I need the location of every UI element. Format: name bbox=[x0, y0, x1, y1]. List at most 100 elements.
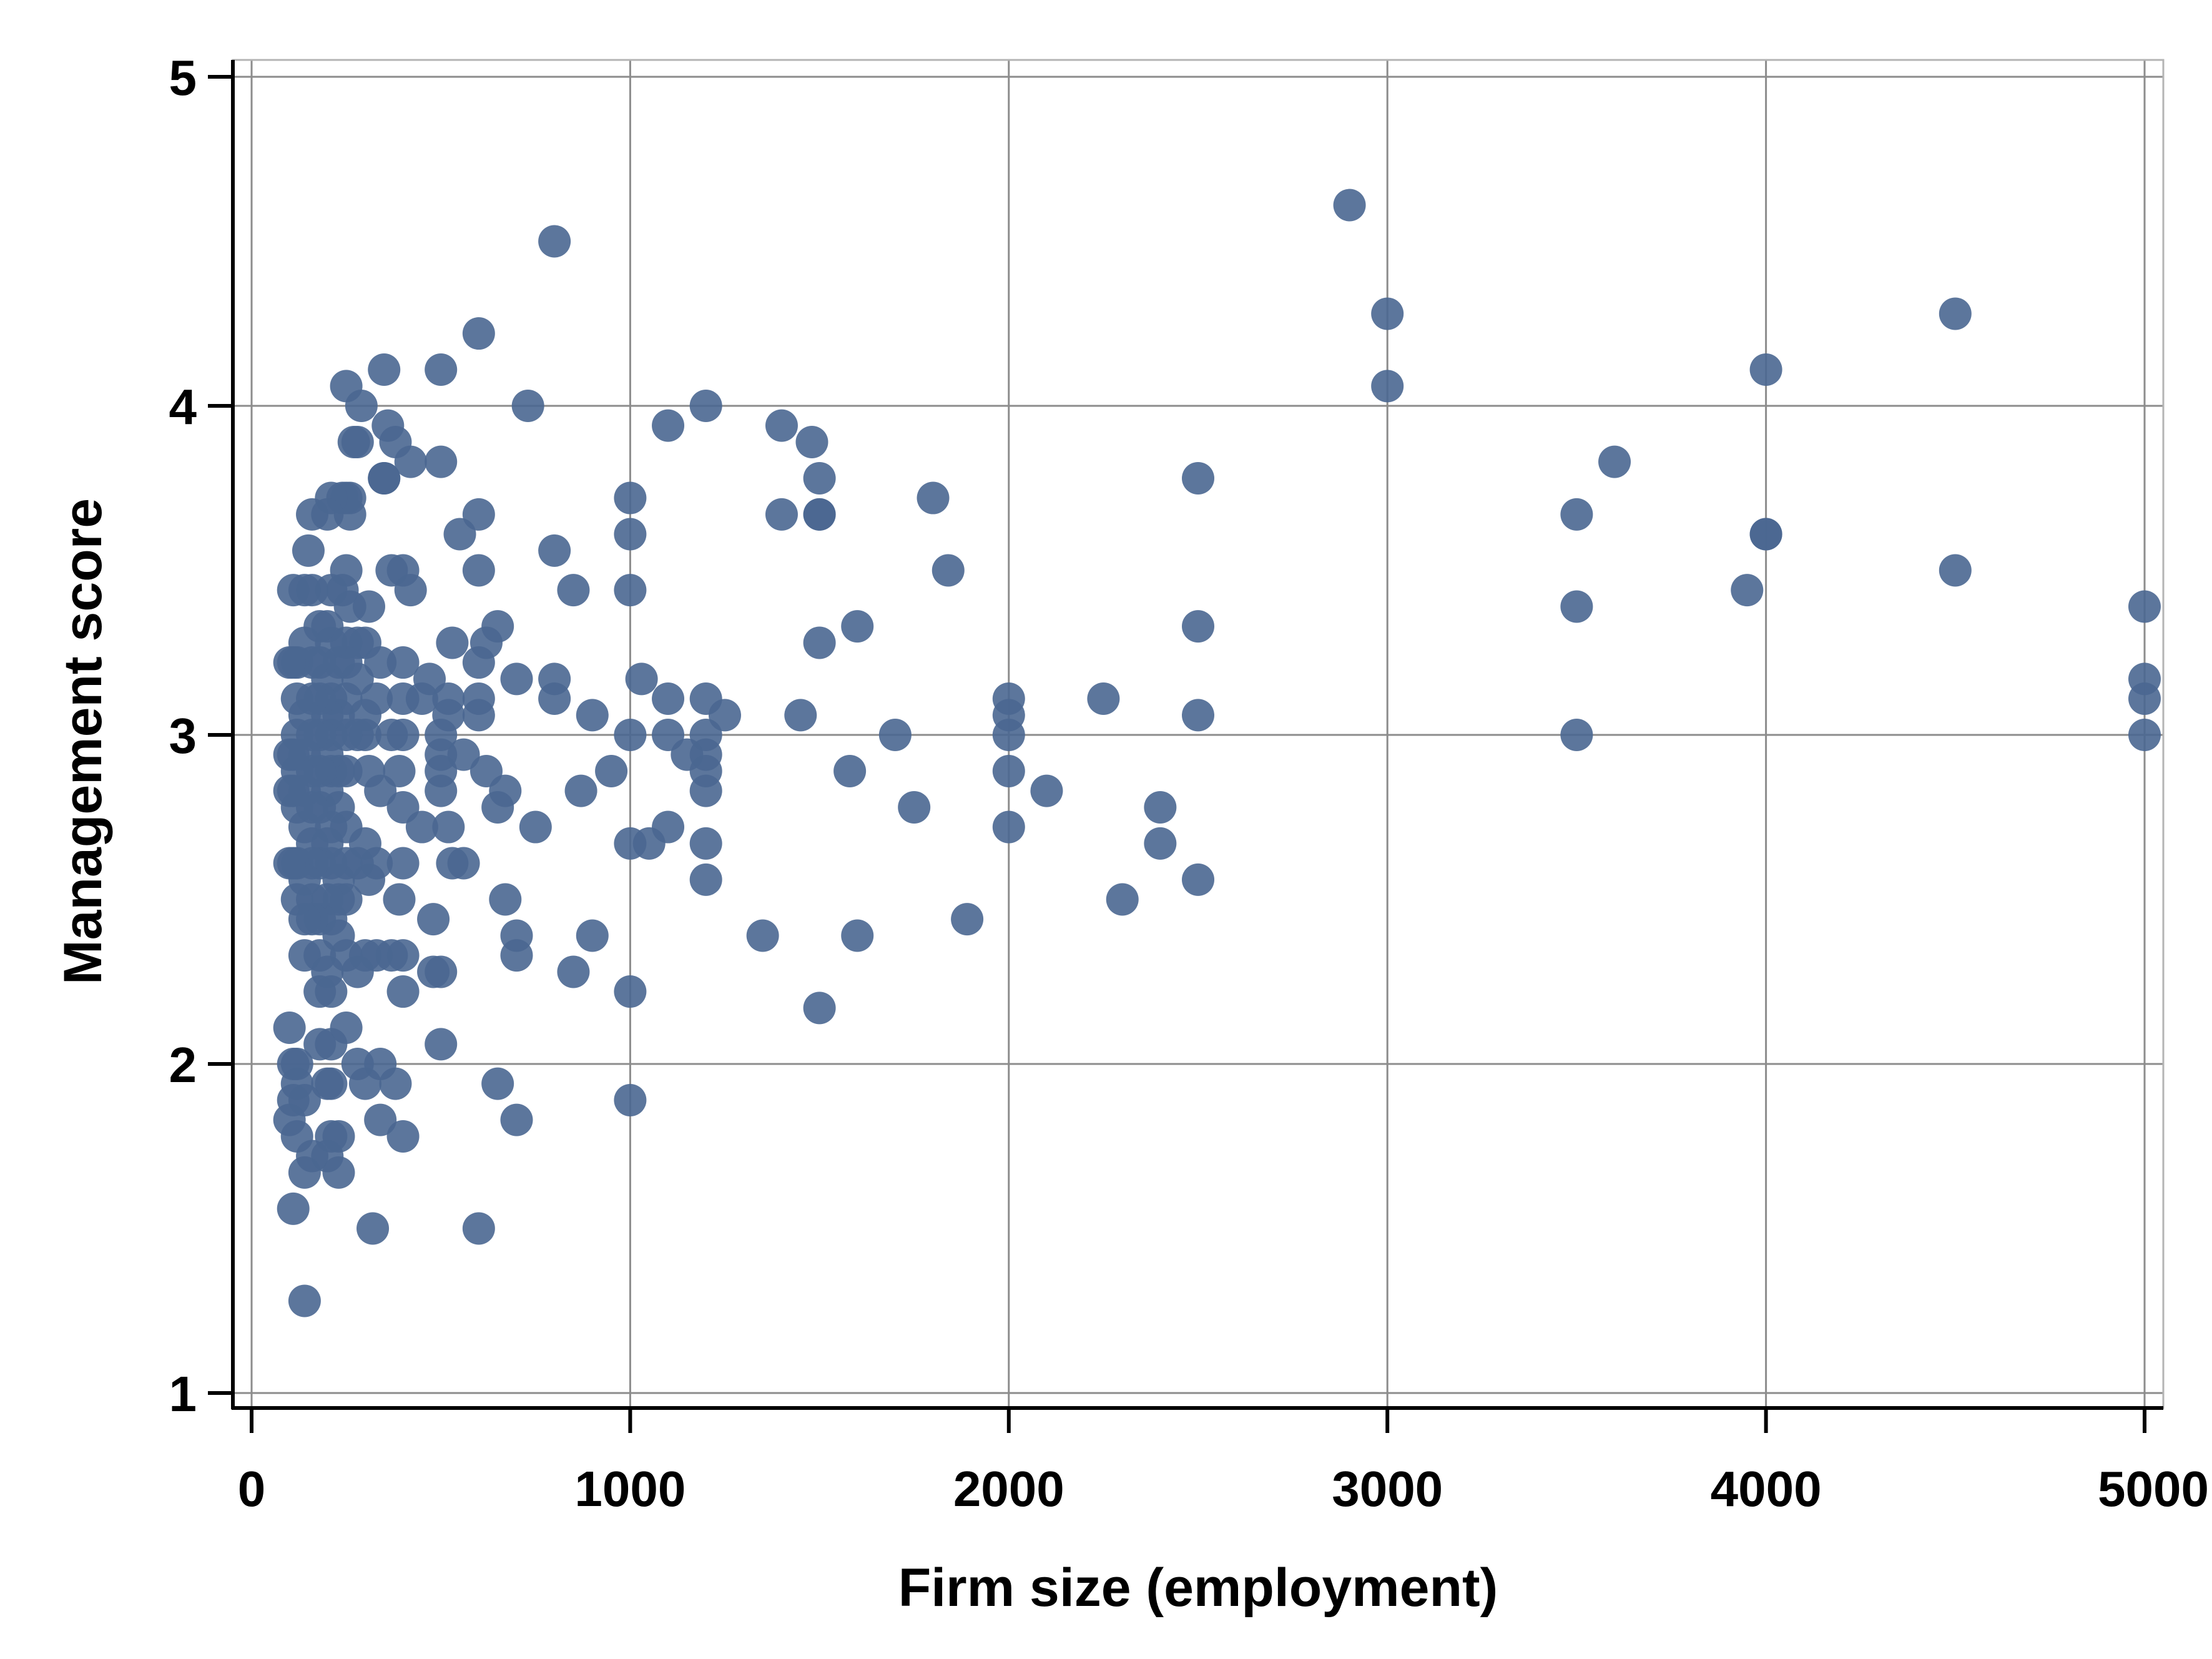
data-point bbox=[992, 719, 1025, 751]
data-point bbox=[462, 646, 495, 679]
data-point bbox=[2128, 682, 2161, 716]
data-point bbox=[614, 481, 647, 514]
data-point bbox=[992, 810, 1025, 844]
data-point bbox=[386, 646, 420, 679]
data-point bbox=[481, 790, 514, 824]
data-point bbox=[803, 626, 836, 659]
data-point bbox=[898, 790, 931, 824]
data-point bbox=[288, 1156, 321, 1189]
data-point bbox=[1182, 461, 1214, 495]
data-point bbox=[447, 847, 480, 880]
data-point bbox=[386, 847, 420, 880]
data-point bbox=[1144, 827, 1177, 860]
data-point bbox=[368, 461, 401, 495]
data-point bbox=[746, 919, 779, 952]
tick-labels: 1 2 3 4 5 0 1000 2000 3000 4000 5000 bbox=[169, 50, 2210, 1517]
data-point bbox=[341, 1048, 374, 1080]
data-point bbox=[1182, 610, 1214, 643]
x-tick-label: 5000 bbox=[2098, 1461, 2209, 1517]
data-point bbox=[2128, 719, 2161, 751]
data-point bbox=[330, 370, 363, 403]
data-point bbox=[500, 939, 533, 972]
data-point bbox=[462, 699, 495, 732]
data-point bbox=[652, 682, 685, 716]
data-point bbox=[1749, 353, 1782, 386]
data-point bbox=[337, 425, 370, 458]
data-point bbox=[356, 1212, 390, 1245]
data-point bbox=[277, 574, 310, 607]
data-point bbox=[931, 554, 965, 587]
data-point bbox=[1939, 554, 1972, 587]
data-point bbox=[280, 883, 313, 916]
data-point bbox=[652, 719, 685, 751]
data-point bbox=[595, 754, 628, 787]
data-point bbox=[841, 919, 874, 952]
data-point bbox=[481, 1067, 514, 1100]
data-point bbox=[462, 317, 495, 350]
data-point bbox=[383, 883, 416, 916]
data-point bbox=[765, 498, 798, 531]
x-tick-label: 0 bbox=[238, 1461, 266, 1517]
data-point bbox=[1106, 883, 1139, 916]
data-point bbox=[689, 774, 722, 807]
data-point bbox=[447, 738, 480, 771]
data-point bbox=[689, 863, 722, 896]
data-point bbox=[1333, 189, 1366, 222]
data-point bbox=[689, 682, 722, 716]
data-point bbox=[878, 719, 912, 751]
data-point bbox=[273, 738, 306, 771]
data-point bbox=[841, 610, 874, 643]
data-point bbox=[292, 534, 325, 567]
x-tick-label: 3000 bbox=[1332, 1461, 1443, 1517]
data-point bbox=[417, 903, 450, 936]
data-point bbox=[500, 662, 533, 696]
data-point bbox=[1731, 574, 1764, 607]
data-point bbox=[273, 847, 306, 880]
data-point bbox=[462, 554, 495, 587]
data-point bbox=[803, 498, 836, 531]
data-point bbox=[371, 409, 405, 442]
data-point bbox=[538, 534, 571, 567]
data-point bbox=[425, 1028, 458, 1061]
data-point bbox=[614, 827, 647, 860]
data-point bbox=[557, 955, 590, 988]
data-point bbox=[614, 1083, 647, 1116]
data-point bbox=[500, 1103, 533, 1136]
data-point bbox=[288, 939, 321, 972]
data-point bbox=[614, 975, 647, 1008]
data-point bbox=[1939, 297, 1972, 330]
data-point bbox=[564, 774, 597, 807]
data-point bbox=[432, 810, 465, 844]
data-point bbox=[417, 955, 450, 988]
x-tick-label: 2000 bbox=[953, 1461, 1064, 1517]
data-point bbox=[386, 790, 420, 824]
data-point bbox=[614, 518, 647, 551]
data-point bbox=[273, 646, 306, 679]
data-point bbox=[375, 554, 408, 587]
data-point bbox=[273, 1103, 306, 1136]
data-point bbox=[992, 754, 1025, 787]
data-point bbox=[576, 919, 609, 952]
x-axis-title: Firm size (employment) bbox=[898, 1558, 1498, 1618]
data-point bbox=[489, 883, 522, 916]
data-point bbox=[1182, 699, 1214, 732]
data-point bbox=[375, 719, 408, 751]
data-point bbox=[917, 481, 950, 514]
data-point bbox=[1144, 790, 1177, 824]
data-point bbox=[462, 1212, 495, 1245]
data-point bbox=[352, 754, 385, 787]
data-point bbox=[833, 754, 867, 787]
data-point bbox=[277, 1048, 310, 1080]
data-point bbox=[425, 353, 458, 386]
data-point bbox=[795, 425, 828, 458]
data-point bbox=[288, 1284, 321, 1317]
data-point bbox=[803, 461, 836, 495]
data-point bbox=[436, 626, 469, 659]
y-tick-label: 4 bbox=[169, 379, 197, 435]
data-point bbox=[296, 498, 329, 531]
data-point bbox=[1560, 498, 1593, 531]
data-point bbox=[951, 903, 984, 936]
data-point bbox=[557, 574, 590, 607]
data-point bbox=[652, 409, 685, 442]
data-point bbox=[469, 754, 503, 787]
